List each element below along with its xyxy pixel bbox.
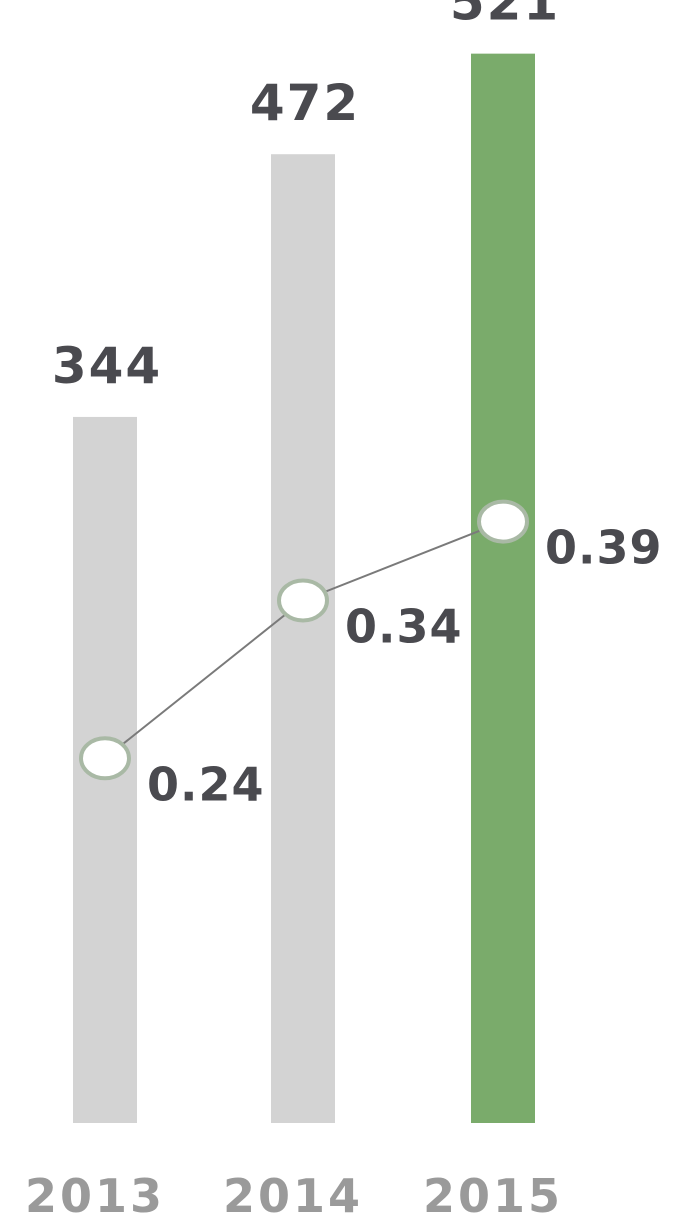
labels: 344 2013 472 2014 521 2015 0.24 0.34 0.39 (25, 0, 663, 1218)
ratio-point-2015 (477, 499, 529, 544)
ratio-point-2013 (79, 736, 131, 781)
ratio-value-label-2015: 0.39 (545, 521, 663, 575)
x-tick-label-2014: 2014 (223, 1169, 363, 1218)
x-tick-label-2013: 2013 (25, 1169, 165, 1218)
bar-value-label-2013: 344 (52, 337, 162, 395)
bar-2015 (471, 53, 535, 1124)
bar-2014 (271, 154, 335, 1124)
ratio-line-series (79, 499, 529, 781)
ratio-value-label-2014: 0.34 (345, 599, 463, 653)
ratio-point-2014 (277, 578, 329, 623)
bars (73, 53, 535, 1124)
bar-value-label-2014: 472 (250, 74, 360, 132)
bar-value-label-2015: 521 (450, 0, 560, 32)
x-tick-label-2015: 2015 (423, 1169, 563, 1218)
ratio-value-label-2013: 0.24 (147, 757, 265, 811)
